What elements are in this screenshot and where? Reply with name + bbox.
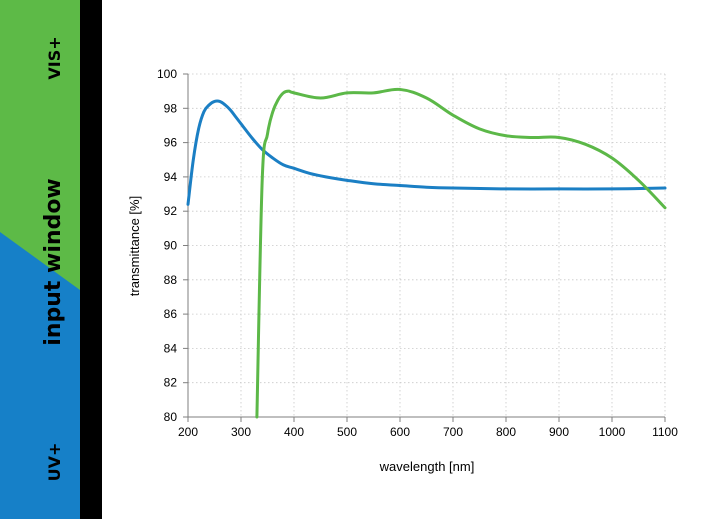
series-line-1 [186,99,667,206]
y-tick-label: 100 [157,67,177,81]
series-line-2 [255,87,667,419]
x-tick-label: 500 [337,425,357,439]
x-tick-label: 400 [284,425,304,439]
chart-panel: 200 300 400 500 600 700 800 900 1000 1100 80 82 84 8… [102,0,712,519]
x-tick-label: 1100 [652,425,678,439]
y-axis-label: transmittance [%] [127,196,142,296]
x-tick-label: 300 [231,425,251,439]
sidebar-uv-band [0,232,80,519]
chart-axes [183,73,666,422]
chart-series [186,87,667,419]
chart-grid [188,73,666,417]
sidebar: VIS+ input window UV+ [0,0,102,519]
x-tick-label: 200 [178,425,198,439]
y-tick-label: 88 [164,273,178,287]
y-tick-label: 86 [164,307,178,321]
y-tick-label: 96 [164,136,178,150]
y-tick-label: 94 [164,170,178,184]
x-tick-label: 900 [549,425,569,439]
x-tick-label: 800 [496,425,516,439]
y-tick-labels: 80 82 84 86 88 90 92 94 96 98 100 [157,67,177,424]
y-tick-label: 98 [164,101,178,115]
x-tick-label: 1000 [599,425,626,439]
y-tick-label: 82 [164,376,178,390]
y-tick-label: 84 [164,341,178,355]
x-tick-label: 700 [443,425,463,439]
y-tick-label: 80 [164,410,178,424]
x-tick-label: 600 [390,425,410,439]
sidebar-label-vis: VIS+ [45,36,64,79]
y-tick-label: 92 [164,204,178,218]
sidebar-label-uv: UV+ [45,443,64,482]
x-tick-labels: 200 300 400 500 600 700 800 900 1000 1100 [178,425,678,439]
x-axis-label: wavelength [nm] [379,459,475,474]
sidebar-banner: VIS+ input window UV+ [0,0,80,519]
y-tick-label: 90 [164,239,178,253]
sidebar-label-input-window: input window [41,178,66,346]
transmittance-chart: 200 300 400 500 600 700 800 900 1000 1100 8082848… [127,67,678,474]
